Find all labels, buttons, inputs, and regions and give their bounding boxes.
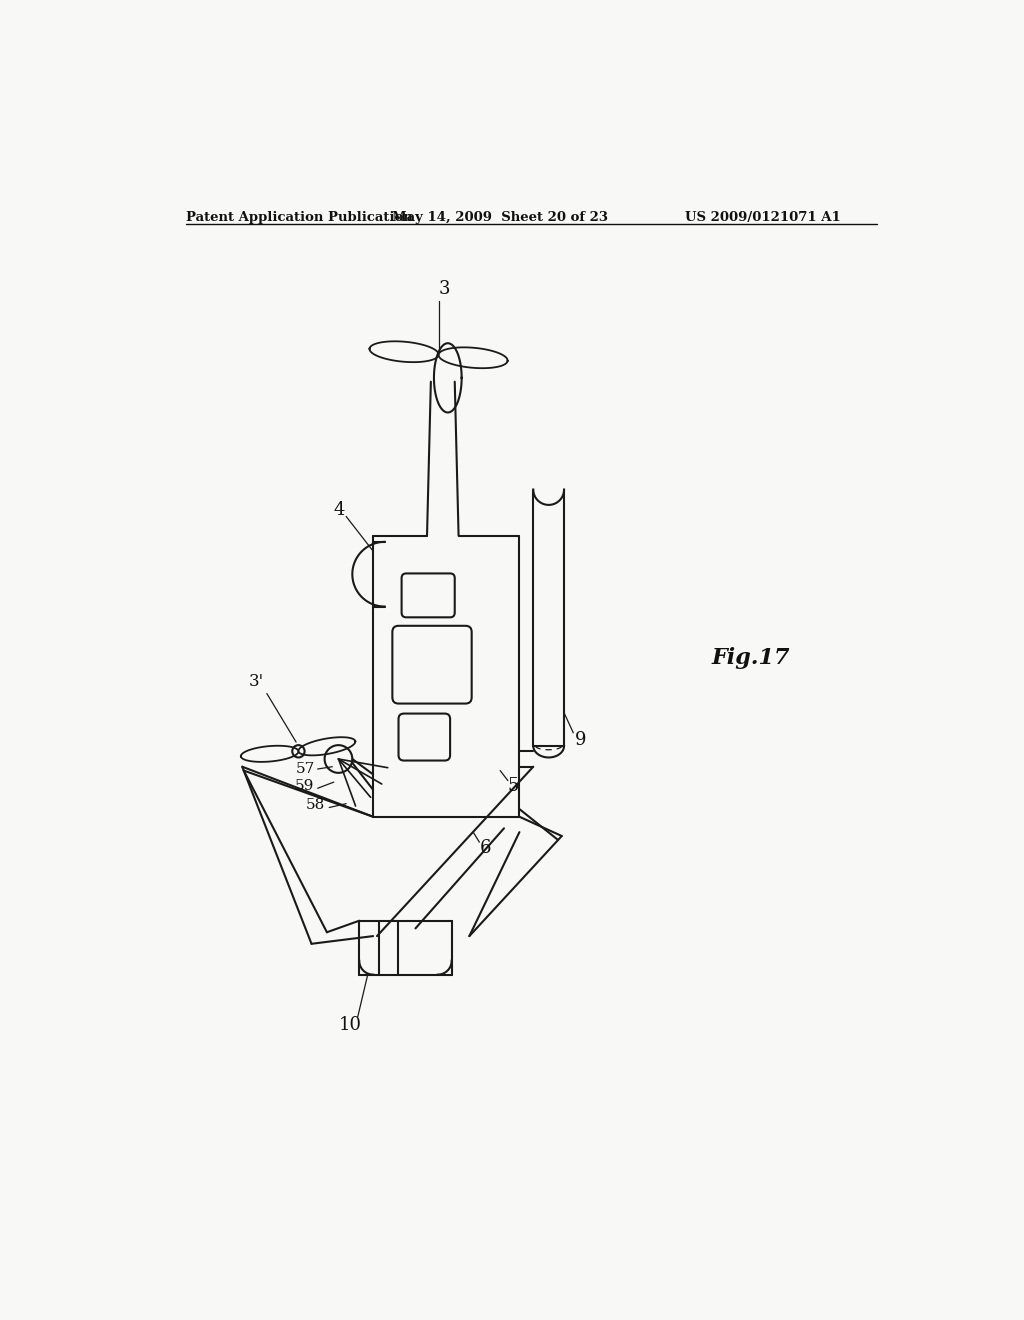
Text: 10: 10 <box>339 1015 361 1034</box>
Text: 59: 59 <box>295 779 314 793</box>
Text: Patent Application Publication: Patent Application Publication <box>186 211 413 224</box>
Text: US 2009/0121071 A1: US 2009/0121071 A1 <box>685 211 841 224</box>
Text: 6: 6 <box>479 840 490 857</box>
Text: Fig.17: Fig.17 <box>712 647 791 669</box>
Text: 4: 4 <box>333 500 344 519</box>
Text: 9: 9 <box>574 731 587 748</box>
Text: 57: 57 <box>296 762 315 776</box>
Text: 3: 3 <box>438 280 451 298</box>
Text: 5: 5 <box>508 777 519 795</box>
Text: 58: 58 <box>306 799 326 812</box>
Text: 3': 3' <box>249 673 263 690</box>
Text: May 14, 2009  Sheet 20 of 23: May 14, 2009 Sheet 20 of 23 <box>392 211 608 224</box>
